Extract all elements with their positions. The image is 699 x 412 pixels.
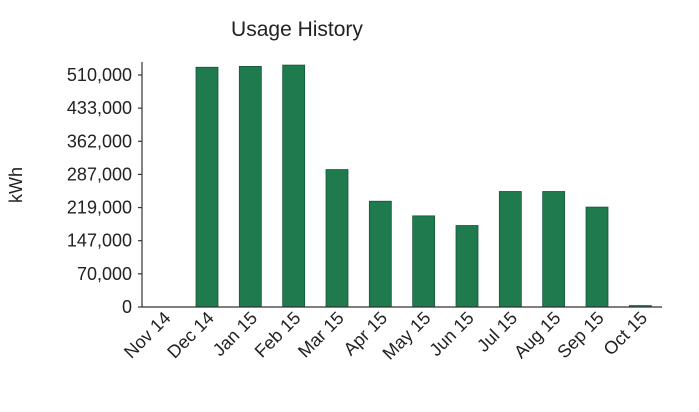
x-tick-label: Jun 15	[425, 308, 477, 360]
bar-aug-15	[542, 191, 566, 308]
y-axis-label: kWh	[6, 167, 26, 203]
bar-dec-14	[195, 66, 219, 308]
x-tick-label: Oct 15	[600, 308, 652, 360]
bar-jun-15	[455, 225, 479, 308]
bar-jul-15	[498, 191, 522, 308]
bar-sep-15	[585, 206, 609, 308]
x-tick-label: May 15	[379, 308, 435, 364]
y-tick-label: 362,000	[67, 131, 132, 151]
chart-title: Usage History	[231, 18, 363, 41]
x-tick-label: Aug 15	[510, 308, 564, 362]
x-tick-label: Mar 15	[294, 308, 348, 362]
bar-may-15	[412, 215, 436, 308]
y-tick-label: 433,000	[67, 98, 132, 118]
x-tick-label: Feb 15	[251, 308, 305, 362]
bars-group	[195, 64, 652, 308]
y-axis-ticks: 0 70,000 147,000 219,000 287,000 362,000 433,0…	[67, 65, 142, 317]
y-tick-label: 510,000	[67, 65, 132, 85]
bar-mar-15	[325, 169, 349, 308]
y-tick-label: 70,000	[77, 264, 132, 284]
y-tick-label: 219,000	[67, 198, 132, 218]
y-tick-label: 147,000	[67, 231, 132, 251]
x-tick-label: Jan 15	[209, 308, 261, 360]
bar-apr-15	[368, 200, 392, 308]
x-tick-label: Dec 14	[163, 308, 217, 362]
y-tick-label: 0	[122, 297, 132, 317]
bar-jan-15	[238, 65, 262, 308]
bar-feb-15	[282, 64, 306, 308]
y-tick-label: 287,000	[67, 164, 132, 184]
x-tick-label: Sep 15	[553, 308, 607, 362]
